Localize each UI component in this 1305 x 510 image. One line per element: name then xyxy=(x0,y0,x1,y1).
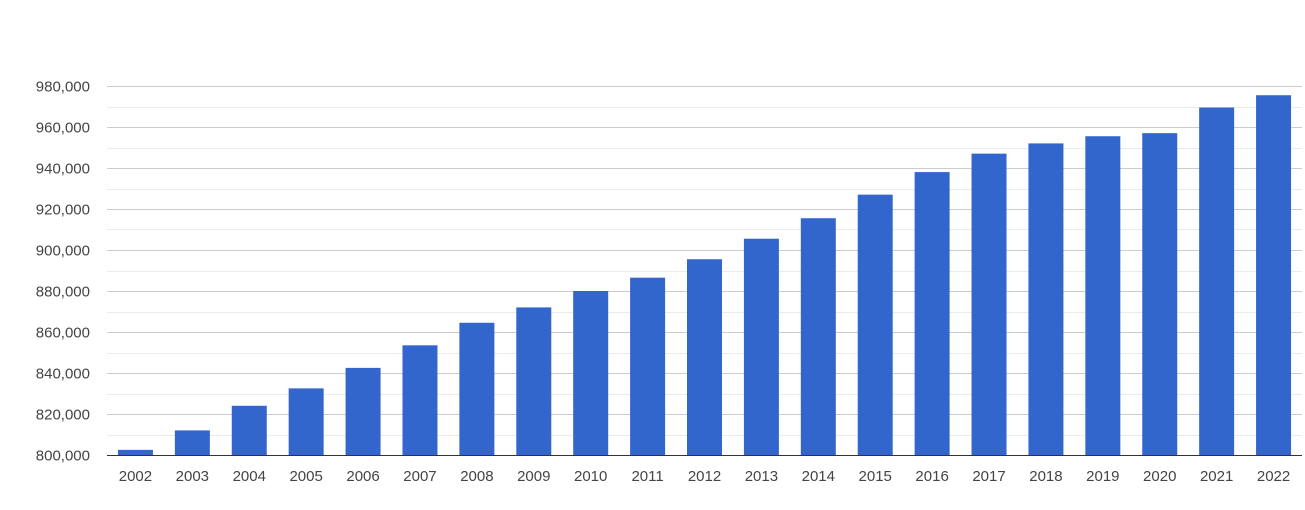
bar-2019 xyxy=(1085,136,1121,455)
y-tick-label: 880,000 xyxy=(36,284,90,301)
bar-2011 xyxy=(630,277,666,455)
x-tick-label: 2016 xyxy=(915,468,948,485)
bar-2018 xyxy=(1028,143,1064,455)
y-tick-label: 860,000 xyxy=(36,325,90,342)
bar-2012 xyxy=(687,259,722,455)
bar-2022 xyxy=(1256,95,1292,455)
x-tick-label: 2010 xyxy=(574,468,607,485)
bar-2006 xyxy=(345,367,381,455)
bar-2008 xyxy=(459,322,495,455)
y-axis-tick-labels: 800,000 820,000 840,000 860,000 880,000 900,0… xyxy=(36,79,90,465)
x-tick-label: 2009 xyxy=(517,468,550,485)
x-tick-label: 2017 xyxy=(972,468,1005,485)
bar-2017 xyxy=(971,153,1007,455)
bar-2010 xyxy=(573,291,609,455)
x-tick-label: 2003 xyxy=(176,468,209,485)
bar-2002 xyxy=(117,449,153,455)
x-tick-label: 2002 xyxy=(119,468,152,485)
bar-2009 xyxy=(516,307,552,455)
x-tick-label: 2018 xyxy=(1029,468,1062,485)
bars xyxy=(107,95,1302,456)
y-tick-label: 980,000 xyxy=(36,79,90,96)
y-tick-label: 820,000 xyxy=(36,407,90,424)
x-axis-tick-labels: 2002 2003 2004 2005 2006 2007 2008 2009 2010 2011… xyxy=(119,468,1290,485)
x-tick-label: 2020 xyxy=(1143,468,1176,485)
x-tick-label: 2015 xyxy=(859,468,892,485)
bar-2007 xyxy=(402,345,438,455)
x-tick-label: 2004 xyxy=(233,468,266,485)
y-tick-label: 800,000 xyxy=(36,448,90,465)
x-tick-label: 2012 xyxy=(688,468,721,485)
x-tick-label: 2019 xyxy=(1086,468,1119,485)
y-tick-label: 920,000 xyxy=(36,202,90,219)
bar-2015 xyxy=(857,194,893,455)
x-tick-label: 2022 xyxy=(1257,468,1290,485)
bar-2014 xyxy=(800,218,836,455)
bar-2021 xyxy=(1199,107,1235,456)
bar-2003 xyxy=(174,430,210,455)
y-tick-label: 960,000 xyxy=(36,120,90,137)
bar-2016 xyxy=(914,172,950,455)
x-tick-label: 2005 xyxy=(289,468,322,485)
x-tick-label: 2006 xyxy=(346,468,379,485)
x-tick-label: 2013 xyxy=(745,468,778,485)
x-tick-label: 2011 xyxy=(631,468,663,485)
x-tick-label: 2007 xyxy=(403,468,436,485)
y-tick-label: 840,000 xyxy=(36,366,90,383)
bar-2013 xyxy=(743,238,779,455)
bar-2004 xyxy=(231,405,267,455)
x-tick-label: 2014 xyxy=(802,468,835,485)
y-tick-label: 900,000 xyxy=(36,243,90,260)
bar-2020 xyxy=(1142,133,1178,455)
y-tick-label: 940,000 xyxy=(36,161,90,178)
x-tick-label: 2008 xyxy=(460,468,493,485)
bar-2005 xyxy=(288,388,324,455)
x-tick-label: 2021 xyxy=(1200,468,1233,485)
